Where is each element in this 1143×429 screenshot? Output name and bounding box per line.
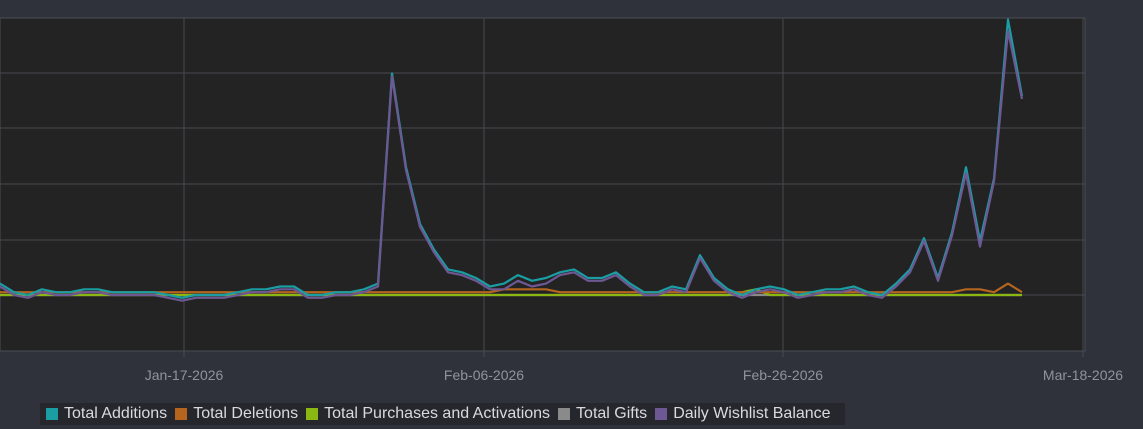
series-line-total-deletions <box>0 282 1023 294</box>
x-axis-ticks: Jan-17-2026 Feb-06-2026 Feb-26-2026 Mar-18-… <box>145 367 1124 383</box>
legend-swatch-total-purchases <box>306 408 319 420</box>
legend-label-total-additions: Total Additions <box>64 405 168 422</box>
legend-item-total-deletions[interactable]: Total Deletions <box>175 405 298 423</box>
legend-label-total-deletions: Total Deletions <box>193 405 299 422</box>
legend-swatch-total-gifts <box>558 408 571 420</box>
legend-swatch-total-additions <box>46 408 58 420</box>
x-tick-label: Feb-26-2026 <box>743 367 823 383</box>
x-tick-label: Feb-06-2026 <box>444 367 524 383</box>
legend: Total Additions Total Deletions Total Pu… <box>40 403 845 425</box>
series-line-daily-wishlist-balance <box>0 29 1024 302</box>
x-tick-label: Mar-18-2026 <box>1043 367 1123 383</box>
legend-item-total-additions[interactable]: Total Additions <box>46 405 167 423</box>
legend-item-total-purchases[interactable]: Total Purchases and Activations <box>306 405 550 423</box>
legend-item-total-gifts[interactable]: Total Gifts <box>558 405 647 423</box>
legend-swatch-total-deletions <box>175 408 188 420</box>
legend-item-daily-wishlist-balance[interactable]: Daily Wishlist Balance <box>655 405 831 423</box>
x-tick-label: Jan-17-2026 <box>145 367 224 383</box>
legend-swatch-daily-wishlist-balance <box>655 408 668 420</box>
legend-label-daily-wishlist-balance: Daily Wishlist Balance <box>673 405 831 422</box>
series-line-total-additions <box>0 18 1024 299</box>
series-lines <box>0 18 1024 302</box>
legend-label-total-gifts: Total Gifts <box>576 405 648 422</box>
legend-label-total-purchases: Total Purchases and Activations <box>324 405 551 422</box>
